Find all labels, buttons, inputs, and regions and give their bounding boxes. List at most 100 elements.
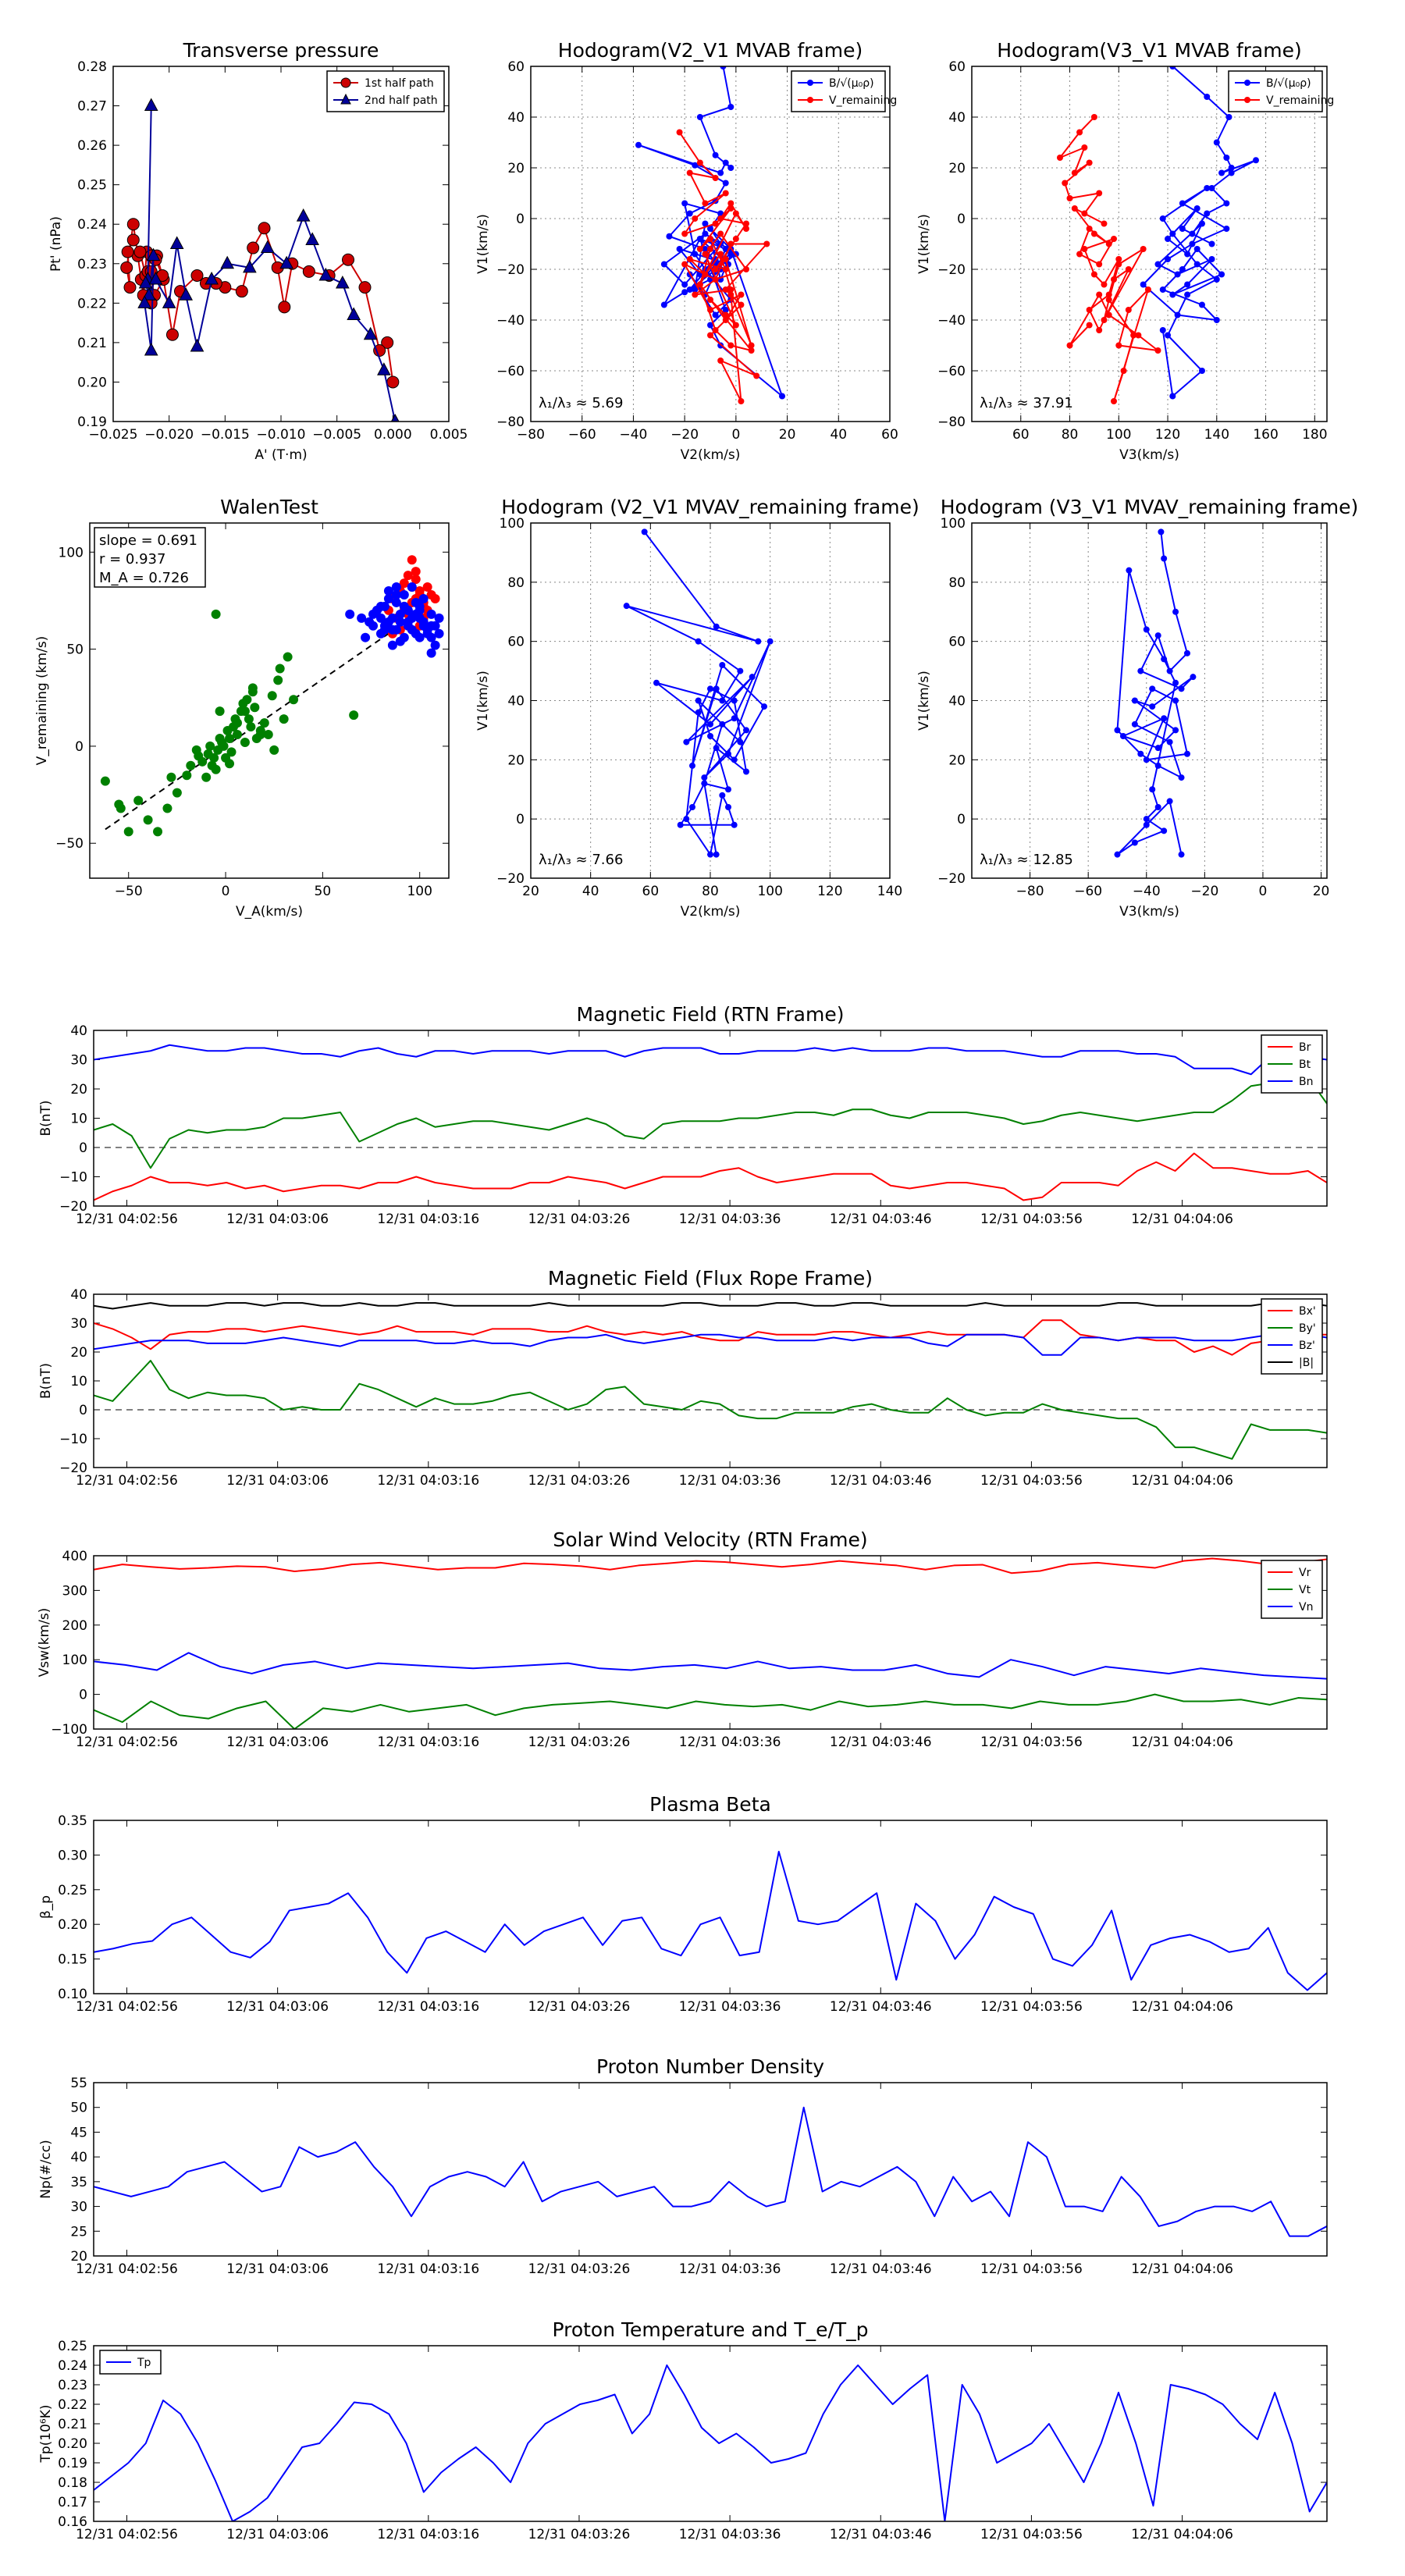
x-tick-label: 12/31 04:03:06: [226, 1473, 329, 1489]
data-point: [653, 679, 660, 686]
data-point: [267, 691, 277, 701]
x-tick-label: 12/31 04:03:16: [377, 1999, 479, 2015]
data-point: [144, 98, 158, 112]
x-tick-label: 12/31 04:03:16: [377, 2261, 479, 2277]
chart-title: Transverse pressure: [183, 39, 379, 62]
data-point: [407, 582, 417, 592]
data-point: [719, 720, 726, 728]
legend-label: Tp: [137, 2357, 151, 2369]
data-point: [1086, 226, 1093, 232]
x-axis-label: V2(km/s): [681, 447, 741, 463]
y-axis-label: Vsw(km/s): [37, 1608, 52, 1678]
data-point: [1140, 281, 1147, 288]
x-tick-label: 12/31 04:03:16: [377, 2527, 479, 2542]
series-Tp: [94, 2364, 1327, 2521]
data-point: [707, 685, 713, 692]
y-tick-label: 0.22: [58, 2397, 87, 2413]
data-point: [1144, 286, 1151, 293]
x-tick-label: 12/31 04:03:06: [226, 1999, 329, 2015]
series-line: [94, 1693, 1327, 1729]
data-point: [1213, 139, 1220, 146]
stats-text: r = 0.937: [99, 551, 165, 568]
y-tick-label: 20: [507, 753, 525, 768]
series-B: [1114, 528, 1197, 858]
data-point: [1076, 129, 1083, 136]
series-line: [1058, 116, 1159, 402]
data-point: [717, 358, 724, 364]
data-point: [713, 623, 720, 630]
legend-label: B/√(μ₀ρ): [1266, 77, 1311, 90]
legend-label: By': [1299, 1322, 1316, 1335]
data-point: [1189, 240, 1196, 247]
data-point: [1169, 230, 1176, 237]
data-point: [676, 246, 683, 252]
legend-box: [791, 70, 886, 112]
chart-p8: Magnetic Field (Flux Rope Frame) −20 −10 0 1…: [38, 1267, 1328, 1489]
data-point: [1169, 291, 1176, 298]
legend-marker: [807, 97, 813, 103]
x-tick-label: 12/31 04:03:26: [528, 1473, 631, 1489]
y-axis-label: β_p: [38, 1895, 54, 1919]
x-tick-label: 12/31 04:03:26: [528, 1735, 631, 1750]
data-point: [349, 710, 359, 720]
data-point: [692, 251, 699, 258]
x-tick-label: 12/31 04:03:56: [980, 1473, 1083, 1489]
data-point: [1137, 667, 1144, 674]
x-tick-label: 12/31 04:03:56: [980, 1735, 1083, 1750]
series-Br: [94, 1152, 1327, 1201]
legend-marker: [807, 80, 813, 86]
y-axis-label: B(nT): [38, 1363, 54, 1399]
data-point: [712, 327, 719, 333]
data-point: [197, 756, 208, 767]
data-point: [242, 695, 252, 705]
data-point: [1071, 205, 1078, 212]
x-tick-label: −50: [115, 884, 143, 899]
legend-label: |B|: [1299, 1357, 1314, 1369]
data-point: [403, 605, 413, 615]
x-tick-label: 12/31 04:03:36: [679, 1999, 781, 2015]
axes-frame: [112, 66, 450, 422]
data-point: [1178, 774, 1185, 781]
data-point: [1105, 240, 1112, 247]
y-tick-label: −80: [937, 415, 966, 430]
data-point: [696, 159, 703, 166]
y-tick-label: 0.27: [77, 99, 107, 115]
data-point: [1126, 567, 1133, 574]
data-point: [1198, 301, 1205, 308]
y-tick-label: 0: [957, 212, 966, 227]
data-point: [695, 697, 702, 704]
x-tick-label: 180: [1302, 427, 1327, 443]
data-point: [713, 851, 720, 858]
data-point: [426, 621, 436, 631]
data-point: [153, 827, 163, 837]
data-point: [407, 624, 417, 635]
plot-area: [94, 1557, 1327, 1729]
data-point: [722, 256, 729, 262]
eigen-ratio-label: λ₁/λ₃ ≈ 37.91: [980, 395, 1073, 411]
y-tick-label: 100: [62, 1653, 87, 1668]
data-point: [727, 291, 735, 298]
data-point: [731, 756, 738, 763]
series-line: [144, 105, 397, 422]
data-point: [1208, 185, 1215, 191]
data-point: [219, 741, 229, 751]
data-point: [702, 271, 709, 278]
data-point: [702, 200, 709, 207]
y-axis-label: V1(km/s): [475, 214, 491, 274]
data-point: [722, 286, 729, 293]
data-point: [707, 332, 713, 339]
data-point: [1081, 144, 1088, 151]
data-point: [411, 567, 421, 577]
data-point: [411, 597, 421, 607]
data-point: [263, 730, 273, 740]
data-point: [126, 233, 140, 247]
data-point: [1101, 220, 1108, 227]
data-point: [342, 253, 354, 266]
chart-p5: Hodogram (V2_V1 MVAV_remaining frame) −20…: [475, 496, 919, 920]
plot-area: [100, 555, 444, 837]
series-line: [94, 1076, 1327, 1169]
data-point: [190, 338, 205, 352]
series-2nd half path: [137, 98, 400, 422]
data-point: [641, 528, 648, 535]
data-point: [390, 413, 400, 422]
